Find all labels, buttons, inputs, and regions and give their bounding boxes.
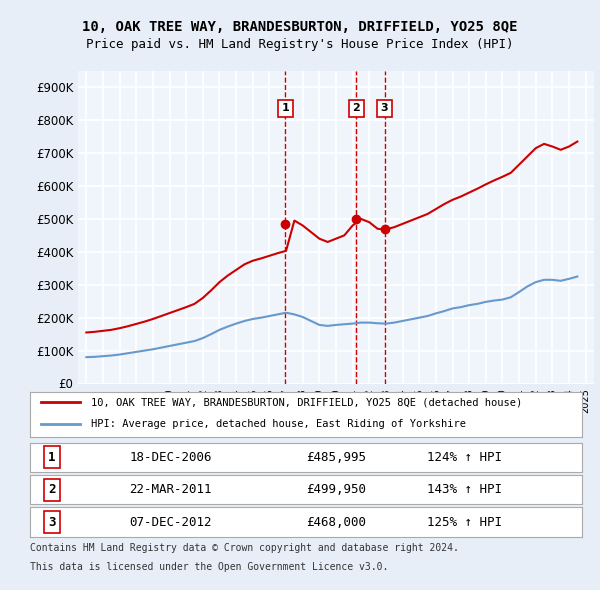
Text: 3: 3 [49,516,56,529]
Text: 143% ↑ HPI: 143% ↑ HPI [427,483,502,496]
Text: This data is licensed under the Open Government Licence v3.0.: This data is licensed under the Open Gov… [30,562,388,572]
Text: 1: 1 [281,103,289,113]
Text: 10, OAK TREE WAY, BRANDESBURTON, DRIFFIELD, YO25 8QE: 10, OAK TREE WAY, BRANDESBURTON, DRIFFIE… [82,19,518,34]
Text: Price paid vs. HM Land Registry's House Price Index (HPI): Price paid vs. HM Land Registry's House … [86,38,514,51]
Text: 2: 2 [49,483,56,496]
Text: 1: 1 [49,451,56,464]
Text: Contains HM Land Registry data © Crown copyright and database right 2024.: Contains HM Land Registry data © Crown c… [30,543,459,553]
Text: 125% ↑ HPI: 125% ↑ HPI [427,516,502,529]
Text: 18-DEC-2006: 18-DEC-2006 [130,451,212,464]
Text: £485,995: £485,995 [306,451,366,464]
Text: 3: 3 [381,103,388,113]
Text: 10, OAK TREE WAY, BRANDESBURTON, DRIFFIELD, YO25 8QE (detached house): 10, OAK TREE WAY, BRANDESBURTON, DRIFFIE… [91,397,522,407]
Text: 07-DEC-2012: 07-DEC-2012 [130,516,212,529]
Text: 22-MAR-2011: 22-MAR-2011 [130,483,212,496]
Text: 124% ↑ HPI: 124% ↑ HPI [427,451,502,464]
Text: £468,000: £468,000 [306,516,366,529]
Text: £499,950: £499,950 [306,483,366,496]
Text: HPI: Average price, detached house, East Riding of Yorkshire: HPI: Average price, detached house, East… [91,419,466,429]
Text: 2: 2 [352,103,360,113]
